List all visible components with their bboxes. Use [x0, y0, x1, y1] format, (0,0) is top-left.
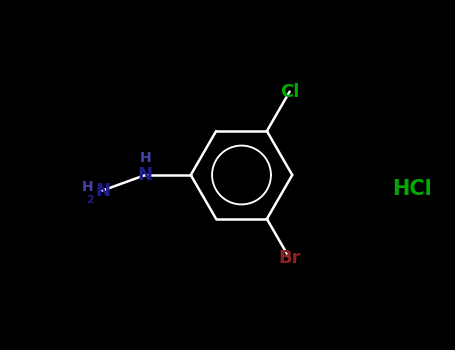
Text: HCl: HCl: [392, 179, 432, 199]
Text: N: N: [138, 166, 153, 184]
Text: Cl: Cl: [280, 83, 299, 101]
Text: 2: 2: [86, 195, 94, 205]
Text: H: H: [82, 180, 94, 194]
Text: Br: Br: [278, 249, 301, 267]
Text: H: H: [139, 151, 151, 165]
Text: N: N: [95, 182, 110, 199]
